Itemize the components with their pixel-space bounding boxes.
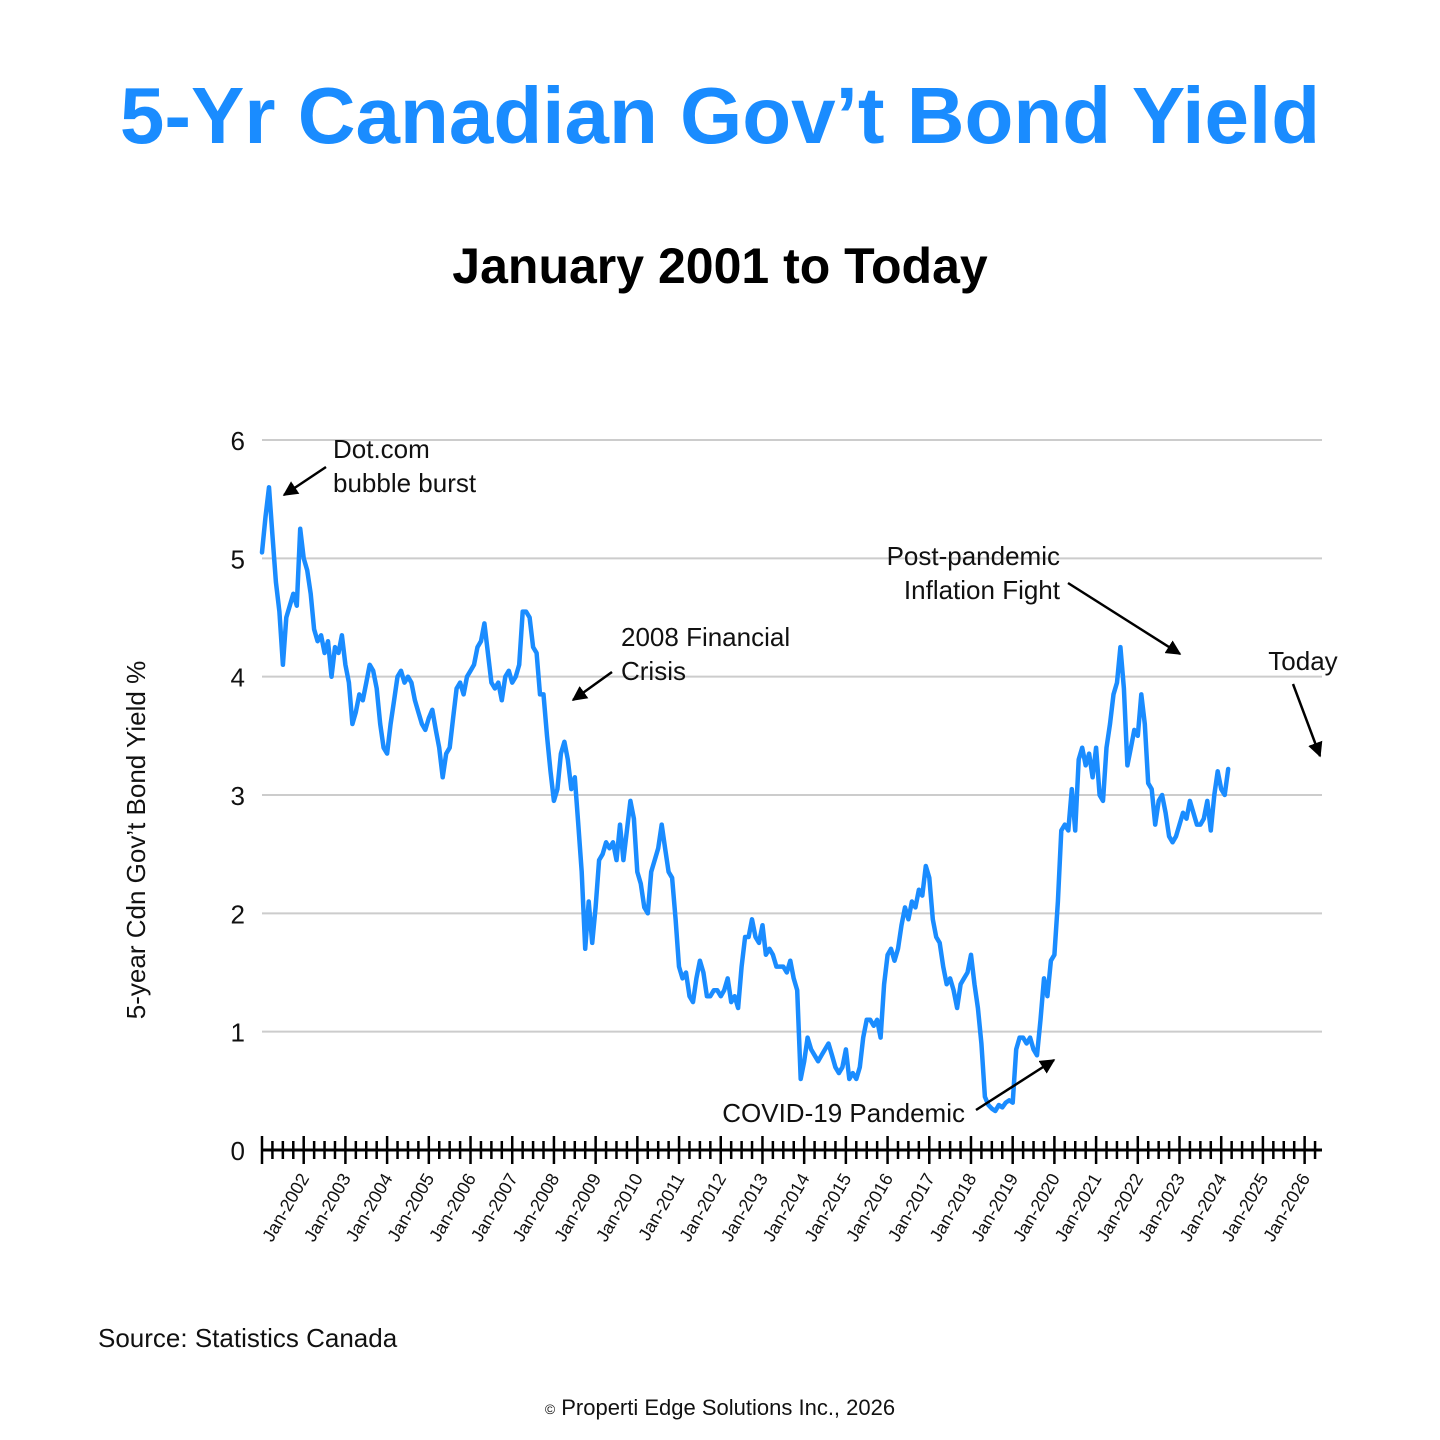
- series-line: [259, 485, 1231, 1114]
- annotation-text-2-1: Inflation Fight: [904, 575, 1061, 605]
- y-tick-label-5: 5: [231, 544, 245, 574]
- x-tick-labels: Jan-2002Jan-2003Jan-2004Jan-2005Jan-2006…: [258, 1170, 1314, 1245]
- annotation-4: COVID-19 Pandemic: [722, 1058, 1056, 1128]
- y-axis: 0 1 2 3 4 5 6: [231, 426, 245, 1166]
- annotation-text-2-0: Post-pandemic: [887, 541, 1060, 571]
- y-tick-label-4: 4: [231, 663, 245, 693]
- annotation-0: Dot.com bubble burst: [282, 434, 477, 498]
- y-tick-label-3: 3: [231, 781, 245, 811]
- y-tick-label-2: 2: [231, 899, 245, 929]
- annotation-arrow-3: [1291, 683, 1323, 758]
- annotation-2: Post-pandemic Inflation Fight: [887, 541, 1182, 656]
- annotation-3: Today: [1268, 646, 1338, 758]
- annotation-arrow-0: [282, 465, 327, 497]
- annotation-text-3-0: Today: [1268, 646, 1337, 676]
- annotation-arrow-1: [571, 670, 613, 702]
- copyright-note: © Properti Edge Solutions Inc., 2026: [0, 1395, 1440, 1421]
- annotations: Dot.com bubble burst 2008 Financial Crisis P…: [282, 434, 1338, 1128]
- copyright-symbol: ©: [544, 1401, 556, 1418]
- annotation-text-1-1: Crisis: [621, 656, 686, 686]
- annotation-text-4-0: COVID-19 Pandemic: [722, 1098, 965, 1128]
- annotation-text-1-0: 2008 Financial: [621, 622, 790, 652]
- annotation-text-0-0: Dot.com: [333, 434, 430, 464]
- y-tick-label-1: 1: [231, 1018, 245, 1048]
- y-axis-label: 5-year Cdn Gov’t Bond Yield %: [121, 661, 151, 1019]
- source-note: Source: Statistics Canada: [98, 1323, 398, 1353]
- grid-lines: [262, 439, 1322, 1033]
- annotation-arrow-2: [1067, 581, 1182, 656]
- y-tick-label-0: 0: [231, 1136, 245, 1166]
- chart-title: 5-Yr Canadian Gov’t Bond Yield: [119, 71, 1321, 160]
- series-line-0: [259, 485, 1231, 1114]
- annotation-text-0-1: bubble burst: [333, 468, 477, 498]
- annotation-arrow-4: [975, 1058, 1056, 1112]
- y-tick-label-6: 6: [231, 426, 245, 456]
- annotation-1: 2008 Financial Crisis: [571, 622, 790, 702]
- x-axis: [260, 1136, 1322, 1164]
- chart-subtitle: January 2001 to Today: [452, 238, 988, 294]
- copyright-text: Properti Edge Solutions Inc., 2026: [561, 1395, 896, 1420]
